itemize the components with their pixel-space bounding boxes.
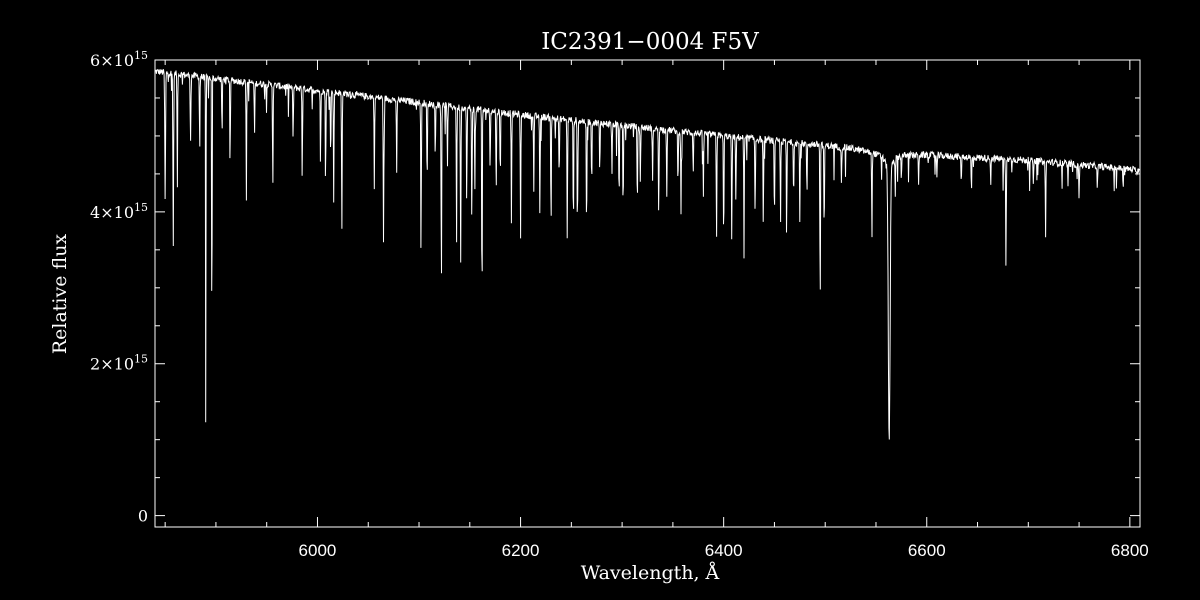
x-tick-label: 6000 xyxy=(299,541,337,560)
x-tick-label: 6400 xyxy=(705,541,743,560)
series-line-spectrum xyxy=(154,68,1141,440)
plot-frame xyxy=(154,59,1141,528)
y-tick-labels: 0 2×1015 4×1015 6×1015 xyxy=(90,49,148,526)
axis-ticks xyxy=(155,59,1140,527)
x-tick-label: 6200 xyxy=(502,541,540,560)
x-tick-labels: 6000 6200 6400 6600 6800 xyxy=(299,541,1149,560)
x-tick-label: 6600 xyxy=(908,541,946,560)
y-tick-label: 0 xyxy=(138,507,148,526)
y-tick-label: 4×1015 xyxy=(90,201,148,222)
x-axis-label: Wavelength, Å xyxy=(581,562,720,584)
chart-title: IC2391−0004 F5V xyxy=(541,29,759,55)
x-tick-label: 6800 xyxy=(1111,541,1149,560)
y-axis-label: Relative flux xyxy=(49,234,71,355)
y-tick-label: 2×1015 xyxy=(90,353,148,374)
y-tick-label: 6×1015 xyxy=(90,49,148,70)
